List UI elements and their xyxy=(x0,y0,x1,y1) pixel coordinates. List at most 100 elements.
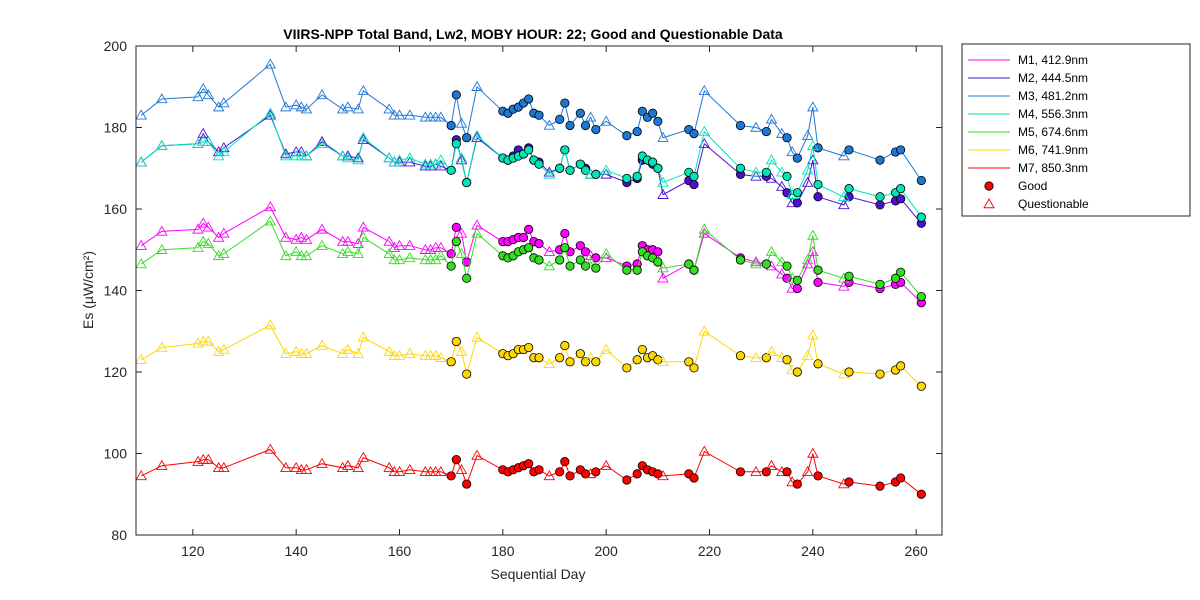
data-point-questionable xyxy=(192,241,204,252)
data-point-questionable xyxy=(657,131,669,142)
data-point-good xyxy=(555,255,565,265)
data-point-good xyxy=(622,131,632,141)
data-point-questionable xyxy=(300,233,313,244)
data-point-good xyxy=(761,167,771,177)
data-point-questionable xyxy=(801,176,814,187)
data-point-questionable xyxy=(838,150,850,161)
data-point-questionable xyxy=(750,121,762,132)
data-point-questionable xyxy=(342,343,354,354)
data-point-questionable xyxy=(424,160,437,171)
data-point-good xyxy=(534,110,544,120)
data-point-questionable xyxy=(404,347,416,358)
series-group xyxy=(135,58,926,499)
data-point-questionable xyxy=(383,152,395,163)
data-point-questionable xyxy=(471,80,483,91)
data-point-questionable xyxy=(600,343,612,354)
data-point-good xyxy=(575,349,585,359)
data-point-good xyxy=(622,475,632,485)
data-point-questionable xyxy=(290,345,302,356)
data-point-questionable xyxy=(543,357,556,369)
data-point-questionable xyxy=(455,117,468,128)
data-point-good xyxy=(782,261,792,271)
x-tick-label: 160 xyxy=(388,543,412,559)
data-point-questionable xyxy=(801,254,814,265)
data-point-good xyxy=(875,481,885,491)
data-point-good xyxy=(632,265,642,275)
data-point-questionable xyxy=(455,227,468,238)
data-point-questionable xyxy=(584,256,597,267)
data-point-good xyxy=(875,279,885,289)
data-point-questionable xyxy=(280,148,292,159)
data-point-good xyxy=(896,267,906,277)
data-point-questionable xyxy=(807,229,819,240)
data-point-good xyxy=(591,357,601,367)
data-point-questionable xyxy=(264,107,277,118)
data-point-good xyxy=(735,255,746,265)
data-point-questionable xyxy=(264,443,277,454)
data-point-questionable xyxy=(202,88,215,100)
data-point-good xyxy=(792,153,802,163)
data-point-questionable xyxy=(218,461,230,472)
data-point-good xyxy=(792,367,802,377)
data-point-good xyxy=(844,271,854,281)
data-point-good xyxy=(813,179,823,190)
data-point-questionable xyxy=(393,154,406,165)
data-point-good xyxy=(735,163,746,173)
data-point-good xyxy=(555,114,565,124)
data-point-good xyxy=(451,222,461,232)
data-point-good xyxy=(462,369,472,379)
data-point-questionable xyxy=(352,103,364,114)
data-point-good xyxy=(534,465,544,475)
data-point-good xyxy=(653,355,663,365)
data-point-questionable xyxy=(383,235,395,246)
data-point-questionable xyxy=(404,463,416,474)
data-point-good xyxy=(792,198,802,208)
data-point-good xyxy=(446,165,456,175)
data-point-questionable xyxy=(698,125,711,136)
y-axis: 80 100 120 140 160 180 200 xyxy=(104,38,942,543)
data-point-good xyxy=(689,129,699,139)
data-point-good xyxy=(761,259,771,269)
data-point-questionable xyxy=(698,445,711,456)
data-point-questionable xyxy=(543,260,556,271)
data-point-good xyxy=(916,489,926,499)
data-point-questionable xyxy=(156,243,168,254)
data-point-questionable xyxy=(424,243,437,254)
data-point-questionable xyxy=(352,154,364,165)
legend-label: M7, 850.3nm xyxy=(1018,161,1088,175)
data-point-good xyxy=(524,224,534,234)
data-point-good xyxy=(575,241,585,251)
data-point-good xyxy=(462,177,472,188)
data-point-questionable xyxy=(404,109,416,120)
y-axis-label: Es (µW/cm²) xyxy=(80,251,96,329)
data-point-questionable xyxy=(471,331,483,342)
data-point-questionable xyxy=(192,455,204,466)
data-point-good xyxy=(782,171,792,181)
data-point-questionable xyxy=(765,345,778,356)
data-point-questionable xyxy=(455,345,468,356)
data-point-good xyxy=(875,192,885,202)
data-point-questionable xyxy=(357,221,370,232)
data-point-good xyxy=(565,261,575,271)
data-point-questionable xyxy=(393,239,406,250)
data-point-questionable xyxy=(197,217,209,228)
data-point-questionable xyxy=(600,247,612,259)
legend-label: M2, 444.5nm xyxy=(1018,71,1088,85)
y-tick-label: 100 xyxy=(104,446,128,462)
data-point-questionable xyxy=(300,103,313,114)
data-point-good xyxy=(813,277,823,287)
data-point-good xyxy=(560,98,570,108)
data-point-questionable xyxy=(352,461,364,472)
x-tick-label: 200 xyxy=(594,543,618,559)
data-point-questionable xyxy=(657,262,669,273)
data-point-good xyxy=(632,469,642,479)
data-point-good xyxy=(534,239,544,249)
data-point-questionable xyxy=(192,137,204,148)
data-point-questionable xyxy=(280,249,292,261)
data-point-questionable xyxy=(750,465,762,477)
legend: M1, 412.9nm M2, 444.5nm M3, 481.2nm M4, 556… xyxy=(961,43,1191,217)
data-point-good xyxy=(689,473,699,483)
data-point-good xyxy=(782,355,792,365)
data-point-questionable xyxy=(584,111,597,122)
